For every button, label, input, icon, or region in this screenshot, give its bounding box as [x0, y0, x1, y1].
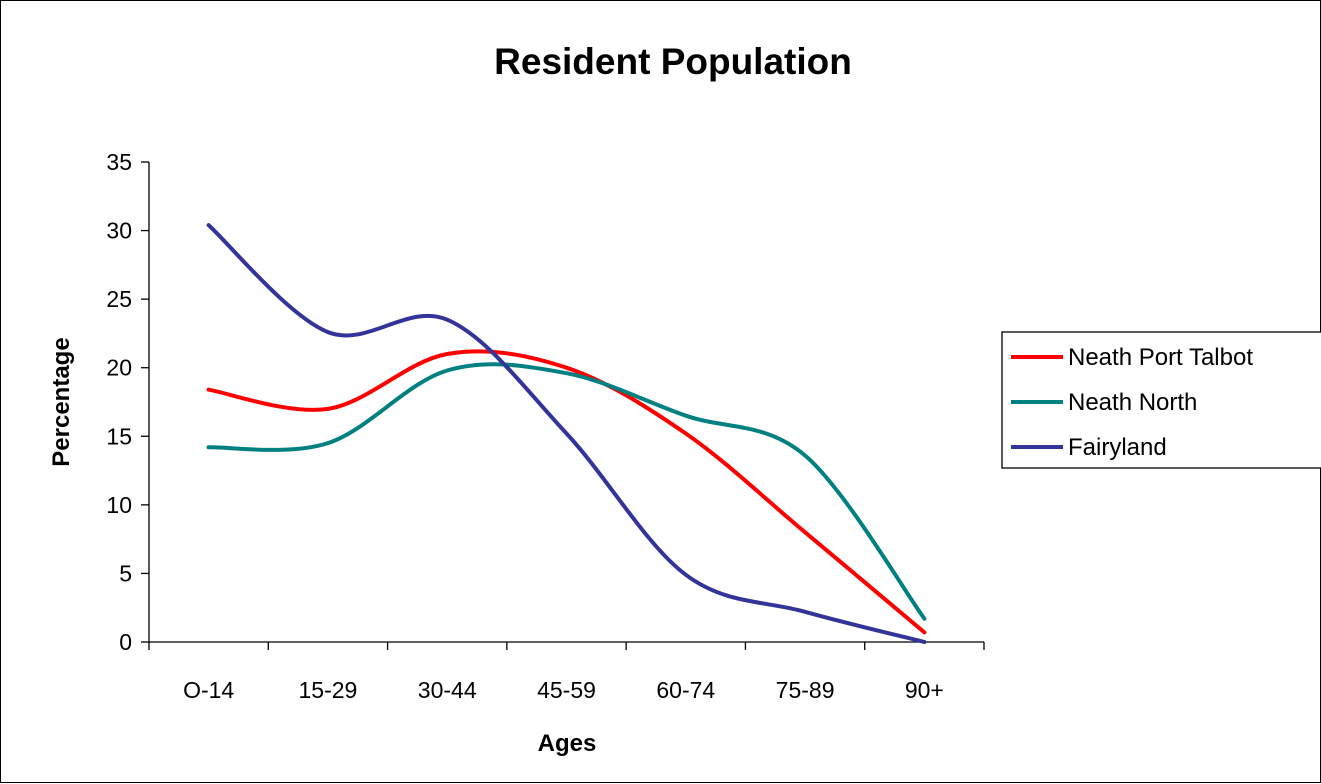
- series-line-fairyland: [206, 223, 927, 644]
- legend-items: Neath Port Talbot Neath North Fairyland: [1011, 344, 1253, 461]
- legend-label: Neath Port Talbot: [1068, 344, 1253, 371]
- chart-title: Resident Population: [494, 41, 852, 82]
- legend-label: Fairyland: [1068, 434, 1167, 461]
- y-tick-label: 35: [106, 149, 132, 175]
- y-tick-label: 5: [119, 560, 132, 586]
- y-axis-title: Percentage: [48, 337, 75, 466]
- plot-axes: [148, 162, 984, 643]
- legend: Neath Port Talbot Neath North Fairyland: [1001, 331, 1321, 469]
- y-axis-ticks: 0 5 10 15 20 25 30 35: [106, 149, 149, 655]
- y-tick-label: 10: [106, 492, 132, 518]
- series-line-neath-port-talbot: [206, 349, 927, 635]
- x-tick-label: 15-29: [299, 677, 358, 703]
- x-axis-ticks: O-14 15-29 30-44 45-59 60-74 75-89 90+: [148, 642, 985, 703]
- x-tick-label: 30-44: [418, 677, 477, 703]
- y-tick-label: 15: [106, 423, 132, 449]
- series-line-neath-north: [206, 362, 927, 621]
- y-tick-label: 0: [119, 629, 132, 655]
- y-tick-label: 20: [106, 355, 132, 381]
- x-tick-label: 75-89: [776, 677, 835, 703]
- y-tick-label: 25: [106, 286, 132, 312]
- x-tick-label: O-14: [183, 677, 234, 703]
- x-tick-label: 90+: [905, 677, 944, 703]
- x-axis-title: Ages: [538, 730, 597, 757]
- x-tick-label: 45-59: [537, 677, 596, 703]
- y-tick-label: 30: [106, 218, 132, 244]
- series-lines: [206, 223, 927, 644]
- x-tick-label: 60-74: [656, 677, 715, 703]
- legend-label: Neath North: [1068, 389, 1197, 416]
